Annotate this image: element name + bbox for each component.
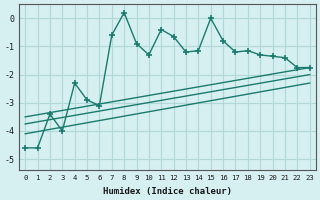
X-axis label: Humidex (Indice chaleur): Humidex (Indice chaleur): [103, 187, 232, 196]
